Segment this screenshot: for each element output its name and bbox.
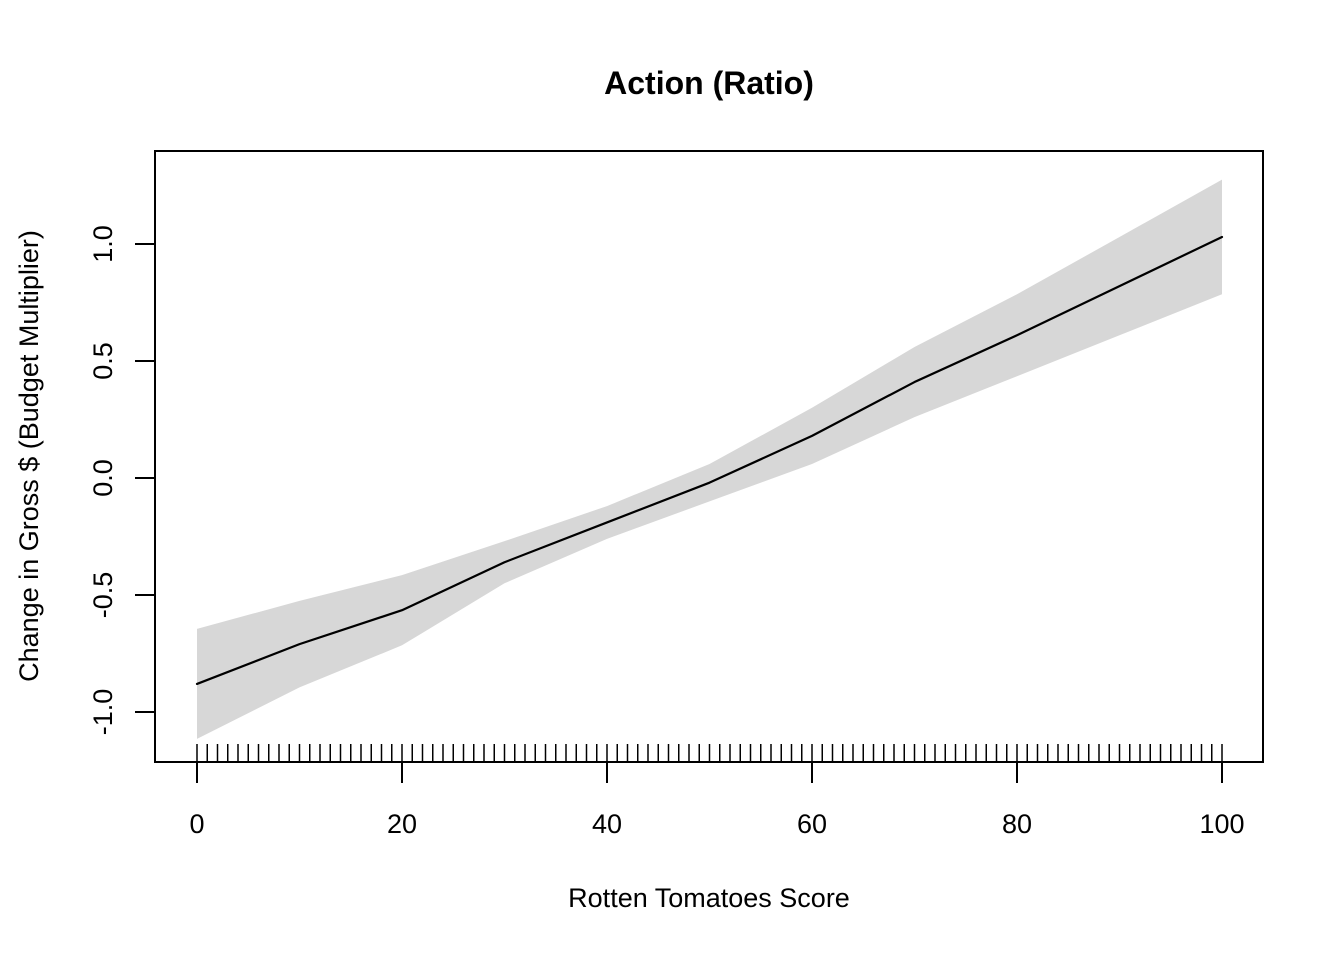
confidence-band bbox=[197, 179, 1222, 739]
x-tick-label: 100 bbox=[1199, 809, 1244, 839]
y-tick-label: 0.5 bbox=[88, 342, 118, 380]
y-axis-label: Change in Gross $ (Budget Multiplier) bbox=[14, 230, 44, 682]
x-tick-label: 60 bbox=[797, 809, 827, 839]
y-tick-label: 0.0 bbox=[88, 459, 118, 497]
y-axis-group: -1.0 -0.5 0.0 0.5 1.0 bbox=[88, 225, 155, 735]
y-tick-label: 1.0 bbox=[88, 225, 118, 263]
y-tick-label: -1.0 bbox=[88, 689, 118, 736]
x-tick-label: 20 bbox=[387, 809, 417, 839]
confidence-band-group bbox=[197, 179, 1222, 739]
fit-line-group bbox=[195, 235, 1224, 686]
x-axis-label: Rotten Tomatoes Score bbox=[568, 883, 850, 913]
x-axis-group: 0 20 40 60 80 100 bbox=[189, 762, 1245, 839]
chart-title: Action (Ratio) bbox=[604, 65, 814, 101]
x-tick-label: 0 bbox=[189, 809, 204, 839]
x-tick-label: 40 bbox=[592, 809, 622, 839]
y-tick-label: -0.5 bbox=[88, 572, 118, 619]
plot-box bbox=[154, 150, 1264, 763]
rug-group bbox=[196, 744, 1223, 761]
x-tick-label: 80 bbox=[1002, 809, 1032, 839]
fit-line bbox=[195, 235, 1224, 686]
